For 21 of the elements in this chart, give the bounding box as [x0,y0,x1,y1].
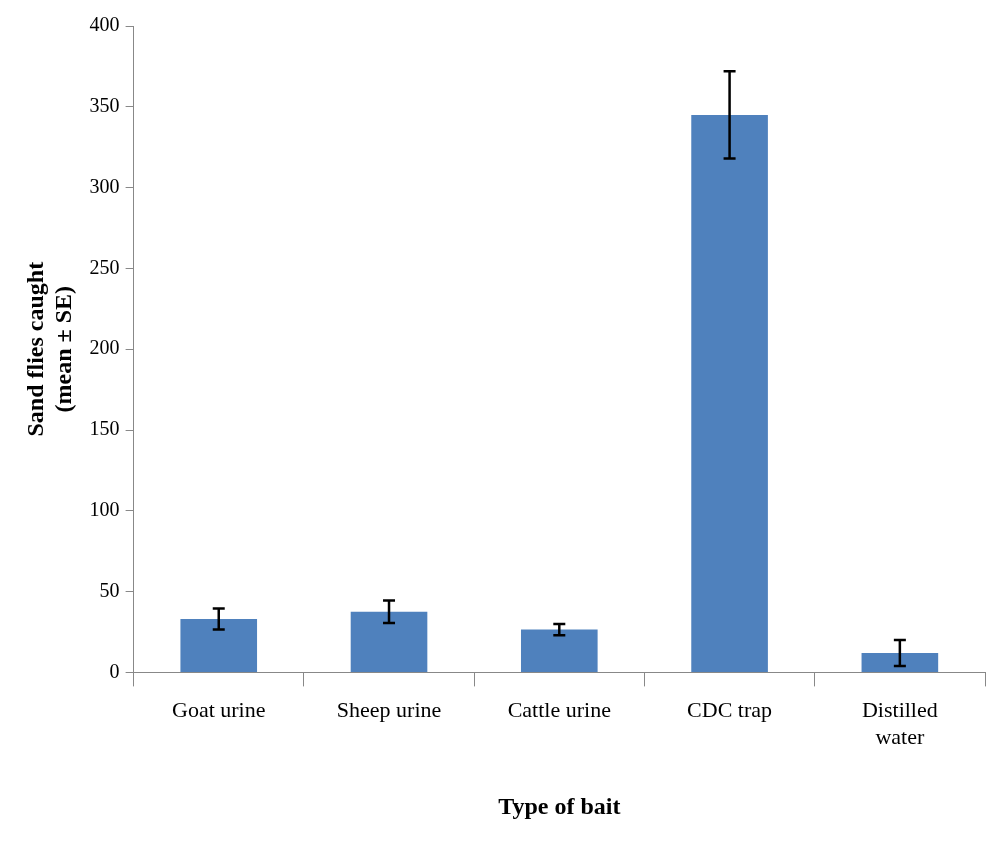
bar [350,611,428,672]
y-tick-label: 50 [99,578,120,601]
bar [180,619,258,672]
y-tick-label: 100 [89,498,120,521]
bar [520,629,598,672]
y-tick-label: 0 [109,659,120,682]
x-tick-label: Distilled water [861,697,938,749]
x-tick-label: Goat urine [172,697,266,723]
y-tick-label: 300 [89,174,120,197]
x-tick-label: CDC trap [687,697,773,723]
y-tick-label: 250 [89,255,120,278]
y-tick-label: 400 [89,13,120,36]
y-tick-label: 200 [89,336,120,359]
y-tick-label: 350 [89,94,120,117]
y-tick-label: 150 [89,417,120,440]
bar [861,653,939,672]
y-axis-title: Sand flies caught (mean ± SE) [21,261,77,437]
x-axis-title: Type of bait [498,792,621,819]
x-tick-label: Sheep urine [336,697,442,723]
x-tick-label: Cattle urine [507,697,611,723]
bar [691,114,768,672]
